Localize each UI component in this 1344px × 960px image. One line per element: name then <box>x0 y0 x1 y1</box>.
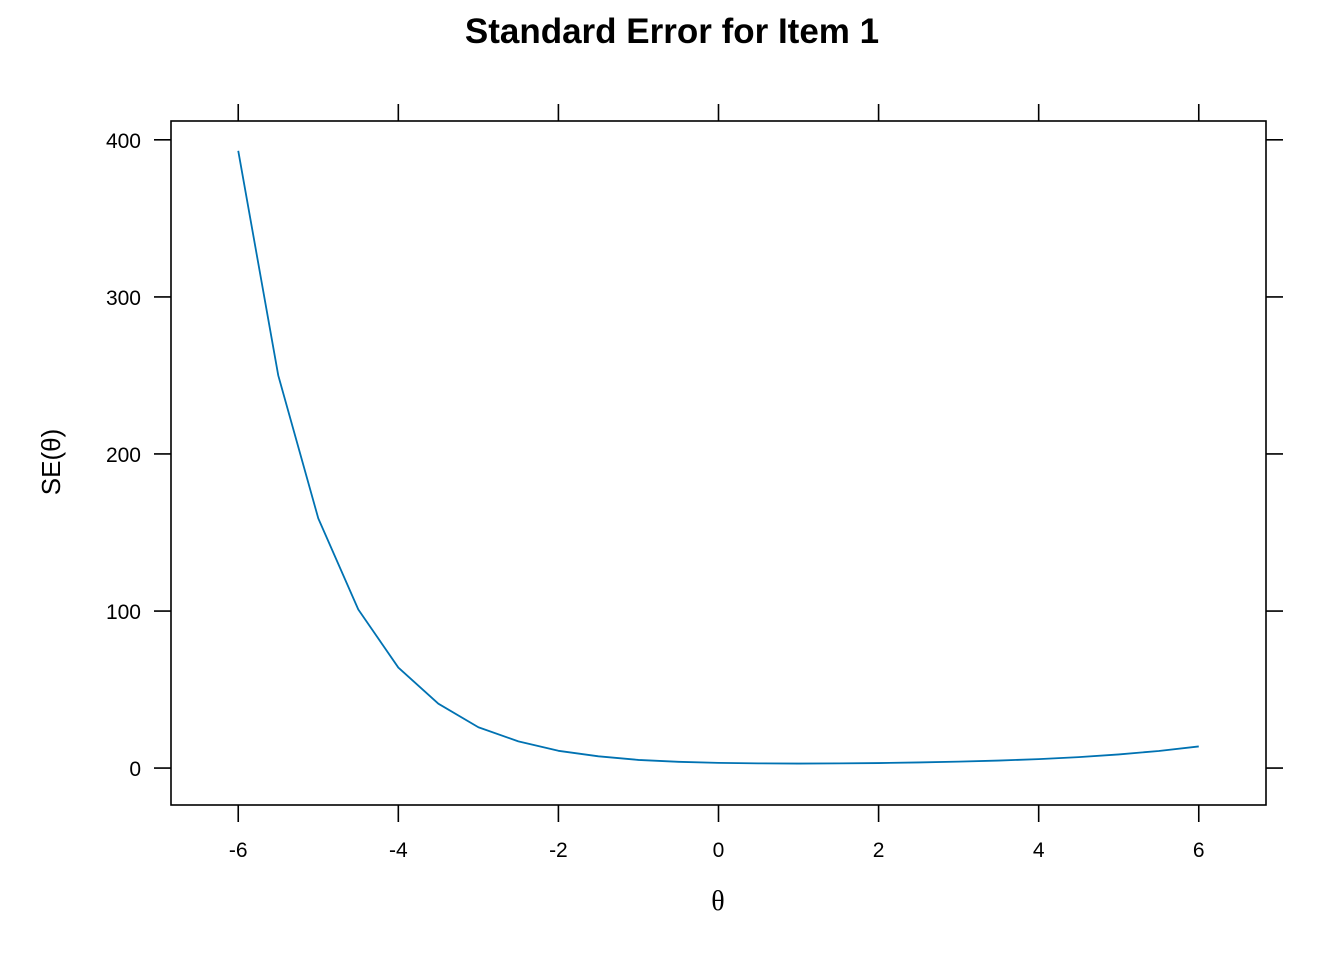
y-ticks-right <box>1266 139 1283 769</box>
x-tick-label: 6 <box>1193 839 1205 862</box>
x-tick-label: -4 <box>389 839 408 862</box>
series-line-se <box>237 150 1199 765</box>
plot-frame <box>170 120 1267 806</box>
y-tick-label: 100 <box>106 601 141 624</box>
series-layer <box>237 150 1199 765</box>
x-ticks-bottom <box>237 805 1200 822</box>
x-tick-labels: -6 -4 -2 0 2 4 6 <box>229 839 1205 862</box>
y-tick-labels: 0 100 200 300 400 <box>106 130 141 781</box>
chart-title: Standard Error for Item 1 <box>465 12 879 51</box>
y-tick-label: 400 <box>106 130 141 153</box>
x-tick-label: 0 <box>713 839 725 862</box>
x-ticks-top <box>237 104 1200 121</box>
x-tick-label: -6 <box>229 839 248 862</box>
x-axis-label: θ <box>711 886 724 917</box>
y-ticks-left <box>154 139 171 769</box>
y-tick-label: 200 <box>106 444 141 467</box>
y-tick-label: 300 <box>106 287 141 310</box>
x-tick-label: 4 <box>1033 839 1045 862</box>
y-tick-label: 0 <box>129 758 141 781</box>
x-tick-label: 2 <box>873 839 885 862</box>
y-axis-label: SE(θ) <box>36 429 66 495</box>
x-tick-label: -2 <box>549 839 568 862</box>
